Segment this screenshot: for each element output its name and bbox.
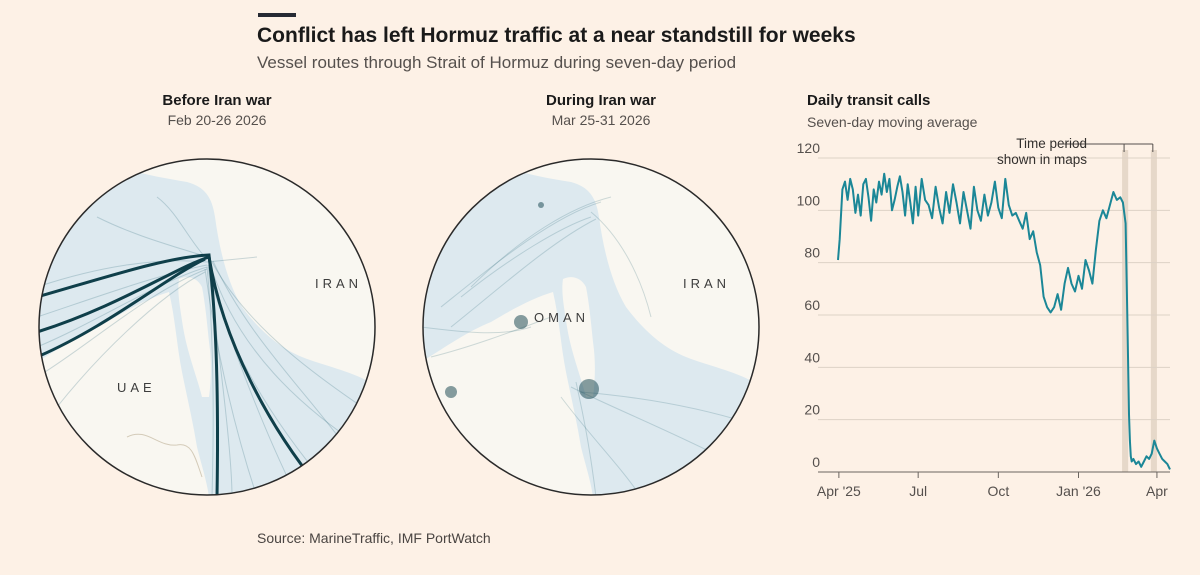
y-tick-label: 0 <box>812 454 820 470</box>
map-during-iran-land <box>481 159 759 387</box>
chart-title: Daily transit calls <box>807 92 931 109</box>
annotation-text: shown in maps <box>997 152 1087 167</box>
map-during-header: During Iran war Mar 25-31 2026 <box>481 92 721 128</box>
x-tick-label: Jan '26 <box>1056 483 1101 499</box>
map-before-dates: Feb 20-26 2026 <box>167 112 267 128</box>
chart-subtitle: Seven-day moving average <box>807 114 978 130</box>
map-during: IRAN OMAN <box>422 158 760 496</box>
y-tick-label: 80 <box>804 245 820 261</box>
map-during-vessel-cluster <box>445 202 599 399</box>
x-tick-label: Jul <box>909 483 927 499</box>
y-tick-label: 60 <box>804 297 820 313</box>
y-tick-label: 100 <box>797 192 821 208</box>
source-note: Source: MarineTraffic, IMF PortWatch <box>257 530 491 546</box>
x-tick-label: Oct <box>987 483 1009 499</box>
chart-grid <box>818 157 1170 473</box>
map-during-label-iran: IRAN <box>683 276 730 291</box>
map-before-iran-land <box>97 159 375 387</box>
map-before-route-lines <box>39 196 375 495</box>
highlight-band-1 <box>1122 150 1129 472</box>
map-before: IRAN UAE <box>38 158 376 496</box>
map-during-musandam <box>562 277 595 397</box>
y-axis-ticks: 0 20 40 60 80 100 120 <box>797 140 821 470</box>
map-during-route-lines <box>423 196 759 495</box>
map-before-border <box>126 433 203 478</box>
highlight-band-2 <box>1150 150 1157 472</box>
title-accent-bar <box>258 13 296 17</box>
map-during-frame <box>422 158 760 496</box>
y-tick-label: 40 <box>804 349 820 365</box>
x-axis-ticks: Apr '25 Jul Oct Jan '26 Apr <box>817 472 1168 499</box>
annotation-bracket <box>1064 143 1154 152</box>
series-line <box>837 172 1171 470</box>
map-before-musandam <box>178 277 211 397</box>
highlight-bands <box>1122 150 1157 472</box>
map-before-label-iran: IRAN <box>315 276 362 291</box>
map-before-main-routes <box>39 253 329 495</box>
page-title: Conflict has left Hormuz traffic at a ne… <box>257 24 856 47</box>
page-subtitle: Vessel routes through Strait of Hormuz d… <box>257 53 737 72</box>
map-before-frame <box>38 158 376 496</box>
map-before-label-uae: UAE <box>117 380 156 395</box>
map-during-heading: During Iran war <box>545 92 657 109</box>
map-before-header: Before Iran war Feb 20-26 2026 <box>97 92 337 128</box>
map-before-heading: Before Iran war <box>162 92 272 109</box>
map-during-label-oman: OMAN <box>534 310 589 325</box>
x-tick-label: Apr <box>1146 483 1168 499</box>
transit-chart: 0 20 40 60 80 100 120 Apr '25 Jul Oct Jan '26 Apr … <box>797 136 1171 499</box>
map-during-dates: Mar 25-31 2026 <box>551 112 651 128</box>
y-tick-label: 120 <box>797 140 821 156</box>
annotation-text: Time period <box>1016 136 1087 151</box>
x-tick-label: Apr '25 <box>817 483 861 499</box>
y-tick-label: 20 <box>804 402 820 418</box>
